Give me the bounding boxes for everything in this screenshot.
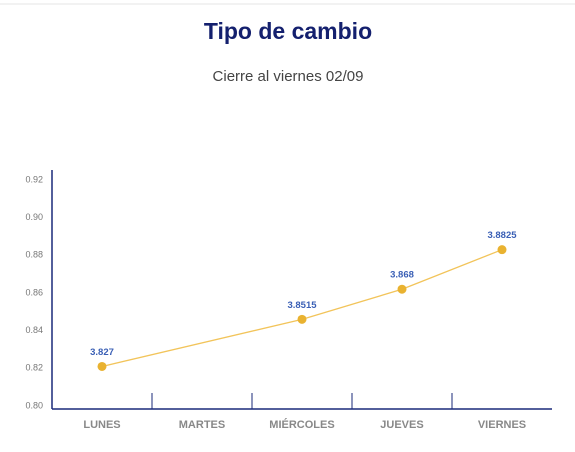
y-tick-label: 0.80	[25, 400, 43, 410]
x-tick-label: MARTES	[179, 419, 225, 431]
chart-subtitle: Cierre al viernes 02/09	[213, 68, 364, 85]
line-segment	[401, 249, 503, 290]
line-segment	[101, 318, 303, 368]
x-tick-label: LUNES	[83, 419, 120, 431]
x-tick-label: VIERNES	[478, 419, 526, 431]
data-label: 3.8515	[287, 300, 317, 311]
y-tick-label: 0.84	[25, 325, 43, 335]
point	[497, 245, 507, 255]
y-tick-label: 0.90	[25, 212, 43, 222]
y-tick-label: 0.86	[25, 287, 43, 297]
x-tick-label: MIÉRCOLES	[269, 418, 334, 431]
chart-title: Tipo de cambio	[204, 18, 372, 44]
point	[397, 284, 407, 294]
point	[297, 314, 307, 324]
data-label: 3.827	[90, 347, 114, 358]
data-label: 3.868	[390, 270, 414, 281]
y-tick-label: 0.92	[25, 174, 43, 184]
y-tick-label: 0.88	[25, 250, 43, 260]
data-label: 3.8825	[487, 230, 517, 241]
point	[97, 361, 107, 371]
x-tick-label: JUEVES	[380, 419, 423, 431]
line-segment	[301, 288, 403, 320]
y-tick-label: 0.82	[25, 363, 43, 373]
